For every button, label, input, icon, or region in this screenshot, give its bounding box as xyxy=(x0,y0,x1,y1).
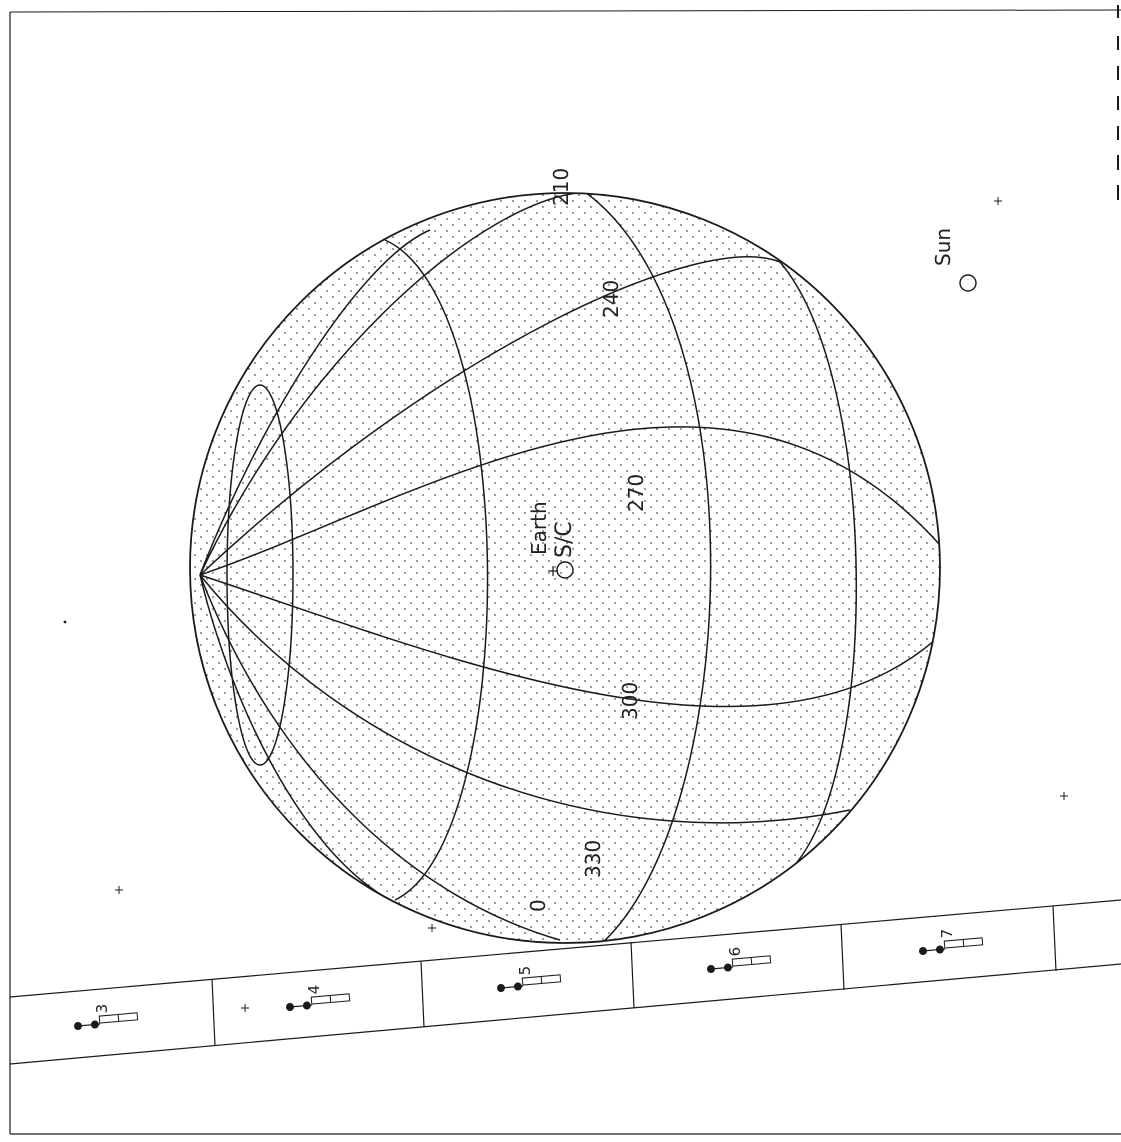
star-cross-icon xyxy=(994,197,1002,205)
latitude-circle xyxy=(779,261,858,871)
meridian-line xyxy=(199,256,781,576)
timeline-divider xyxy=(211,978,216,1047)
longitude-label-270: 270 xyxy=(624,474,648,512)
meridian-line xyxy=(199,574,391,901)
longitude-label-300: 300 xyxy=(618,682,642,720)
star-markers xyxy=(63,197,1068,1012)
meridian-line xyxy=(199,574,851,824)
star-cross-icon xyxy=(115,886,123,894)
timeline-tick-4: 4 xyxy=(286,985,351,1011)
timeline-tick-3: 3 xyxy=(74,1004,139,1030)
timeline-top-edge xyxy=(9,899,1121,998)
spacecraft-circle-icon xyxy=(556,561,574,579)
timeline-tick-label: 7 xyxy=(938,929,956,939)
timeline-tick-7: 7 xyxy=(919,929,984,955)
longitude-label-0: 0 xyxy=(526,899,550,912)
star-cross-icon xyxy=(428,924,436,932)
globe-dot-fill xyxy=(190,193,940,943)
planet-globe xyxy=(189,192,941,944)
meridian-line xyxy=(199,426,940,576)
sun-label: Sun xyxy=(931,228,955,266)
spacecraft-label: S/C xyxy=(552,521,577,558)
longitude-label-240: 240 xyxy=(599,280,623,318)
timeline-tick-label: 6 xyxy=(726,947,744,957)
longitude-label-210: 210 xyxy=(549,168,573,206)
timeline-bottom-edge xyxy=(9,963,1121,1065)
timeline-divider xyxy=(840,923,845,991)
sun-circle-icon xyxy=(959,274,977,292)
timeline-tick-label: 4 xyxy=(305,985,323,995)
timeline-tick-6: 6 xyxy=(707,947,772,973)
frame-top-border xyxy=(9,9,1121,13)
sun-marker: Sun xyxy=(931,228,977,292)
timeline-tick-label: 3 xyxy=(93,1004,111,1014)
star-cross-icon xyxy=(1060,792,1068,800)
latitude-circle xyxy=(384,239,489,901)
longitude-label-330: 330 xyxy=(581,840,605,878)
timeline-tick-5: 5 xyxy=(497,966,562,992)
latitude-circle xyxy=(584,193,712,943)
timeline-divider xyxy=(1052,905,1057,972)
meridian-line xyxy=(199,193,586,576)
timeline-strip xyxy=(9,899,1121,1065)
star-cross-icon xyxy=(241,1004,249,1012)
earth-spacecraft-marker: Earth S/C xyxy=(527,501,577,579)
timeline-tick-label: 5 xyxy=(516,966,534,976)
timeline-divider xyxy=(630,941,635,1009)
globe-limb xyxy=(189,192,941,944)
earth-label: Earth xyxy=(527,501,551,555)
timeline-divider xyxy=(420,960,425,1028)
latitude-circle xyxy=(226,384,294,766)
meridian-line xyxy=(199,574,561,941)
longitude-labels: 210 240 270 300 330 0 xyxy=(526,168,648,912)
